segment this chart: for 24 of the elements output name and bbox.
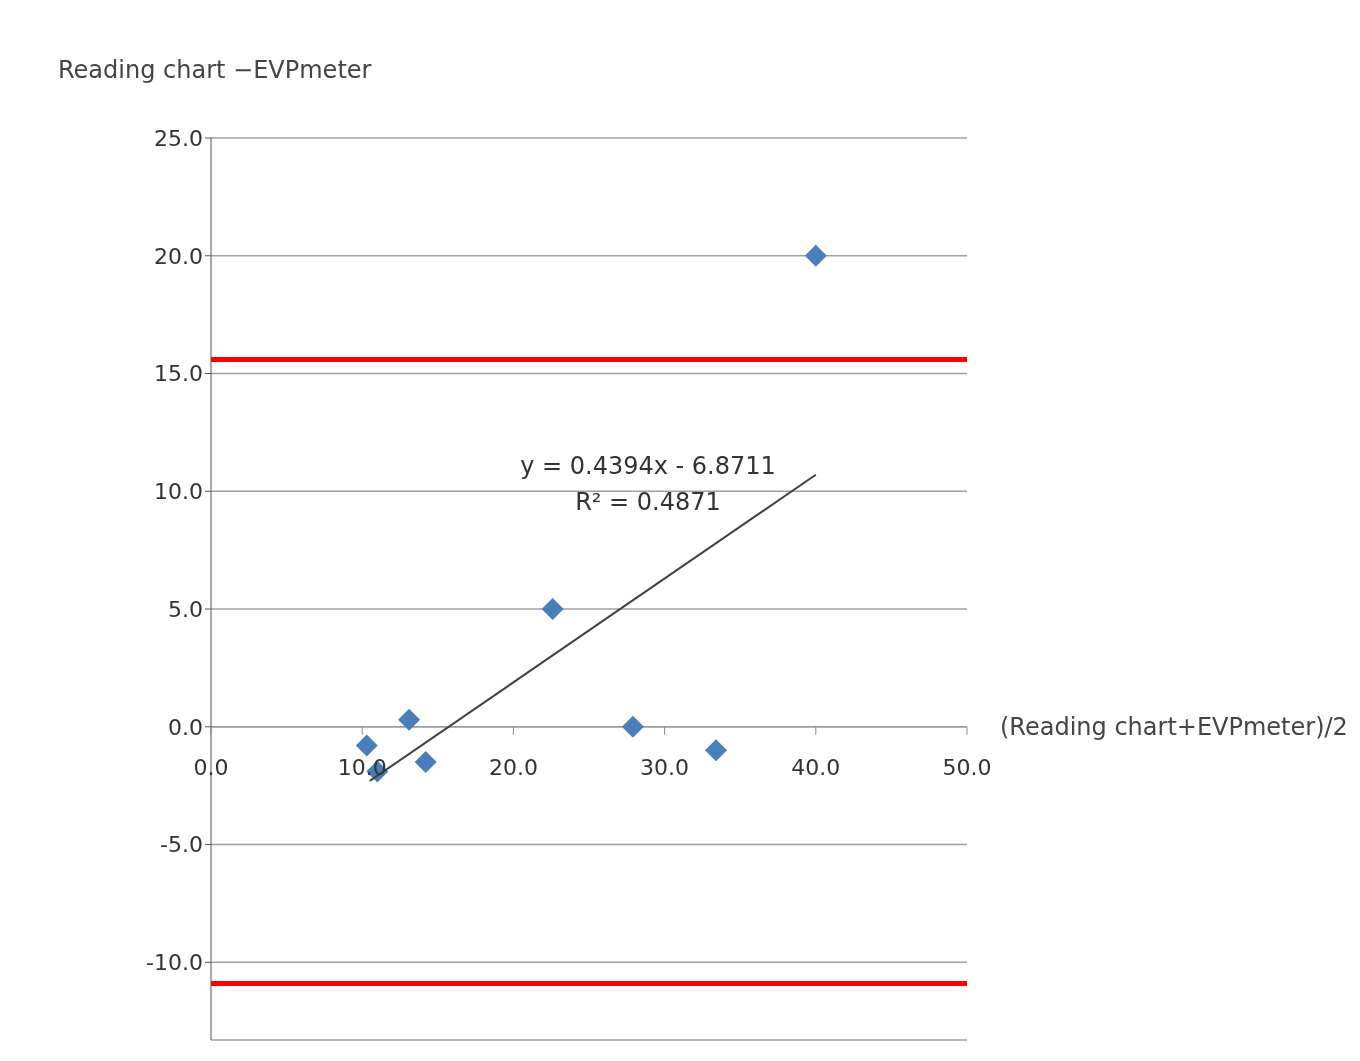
x-axis-title: (Reading chart+EVPmeter)/2 bbox=[1000, 712, 1348, 741]
y-axis-title: Reading chart −EVPmeter bbox=[58, 56, 372, 84]
y-tick-label: 0.0 bbox=[168, 714, 203, 740]
annotation: y = 0.4394x - 6.8711 bbox=[520, 452, 776, 480]
point bbox=[414, 751, 437, 774]
point bbox=[355, 734, 378, 757]
y-tick-label: -10.0 bbox=[146, 950, 203, 976]
x-tick-label: 0.0 bbox=[193, 754, 229, 780]
x-tick-label: 50.0 bbox=[942, 754, 992, 780]
y-tick-label: 20.0 bbox=[154, 243, 203, 269]
point bbox=[705, 739, 728, 762]
point bbox=[804, 244, 827, 267]
y-tick-label: 10.0 bbox=[154, 479, 203, 505]
point bbox=[621, 715, 644, 738]
x-tick-label: 40.0 bbox=[791, 754, 841, 780]
y-tick-label: 5.0 bbox=[168, 596, 203, 622]
annotation: R² = 0.4871 bbox=[575, 488, 721, 516]
y-tick-label: -5.0 bbox=[160, 832, 203, 858]
y-tick-label: 15.0 bbox=[154, 361, 203, 387]
x-tick-label: 30.0 bbox=[640, 754, 690, 780]
point bbox=[541, 598, 564, 621]
y-tick-label: 25.0 bbox=[154, 125, 203, 151]
point bbox=[398, 708, 421, 731]
x-tick-label: 20.0 bbox=[488, 754, 538, 780]
